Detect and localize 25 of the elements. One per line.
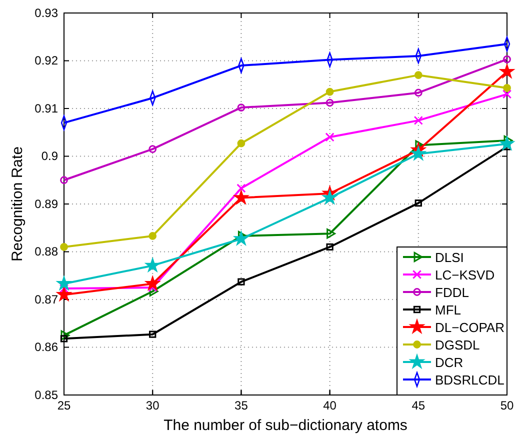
y-tick-label: 0.87: [34, 292, 58, 306]
legend-label: MFL: [435, 302, 461, 318]
y-tick-label: 0.93: [34, 6, 58, 20]
legend-label: DL−COPAR: [435, 320, 504, 335]
legend-label: FDDL: [435, 285, 469, 300]
x-tick-label: 35: [234, 398, 248, 413]
y-tick-label: 0.9: [41, 149, 58, 164]
x-tick-label: 25: [57, 398, 71, 413]
x-tick-label: 40: [323, 398, 337, 413]
y-tick-label: 0.88: [34, 244, 58, 259]
x-tick-label: 30: [146, 398, 160, 413]
legend-label: DLSI: [435, 250, 464, 265]
legend-label: LC−KSVD: [435, 268, 495, 282]
y-tick-label: 0.92: [34, 54, 58, 68]
legend-label: BDSRLCDL: [435, 372, 504, 388]
x-tick-label: 45: [412, 398, 426, 413]
y-tick-label: 0.91: [34, 101, 58, 116]
x-axis-title: The number of sub−dictionary atoms: [164, 417, 408, 434]
x-tick-label: 50: [500, 398, 514, 413]
legend-label: DCR: [435, 355, 464, 370]
y-tick-label: 0.86: [34, 340, 58, 354]
legend-label: DGSDL: [435, 338, 480, 352]
y-tick-label: 0.85: [34, 388, 58, 402]
y-axis-title: Recognition Rate: [9, 146, 26, 262]
y-tick-label: 0.89: [34, 196, 58, 211]
